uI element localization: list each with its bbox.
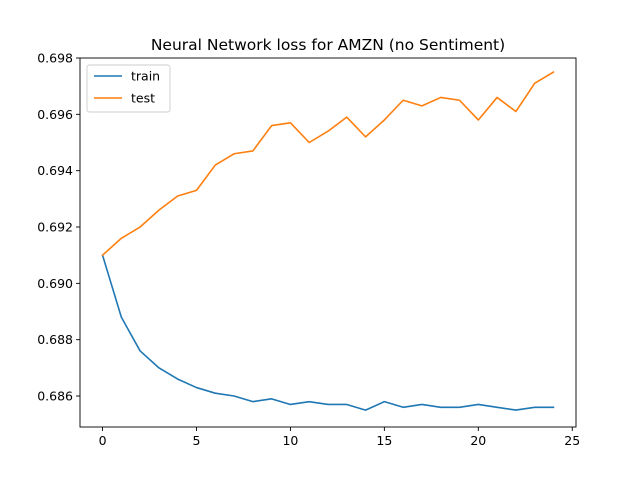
y-tick-label: 0.692	[37, 220, 73, 235]
legend-label-test: test	[131, 91, 155, 106]
y-tick-label: 0.694	[37, 163, 73, 178]
x-tick-label: 25	[564, 433, 580, 448]
series-layer	[101, 70, 555, 411]
x-tick-label: 10	[282, 433, 298, 448]
x-tick-label: 20	[470, 433, 486, 448]
y-tick-label: 0.698	[37, 51, 73, 66]
y-tick-label: 0.688	[37, 332, 73, 347]
legend-label-train: train	[131, 69, 160, 84]
y-tick-label: 0.686	[37, 389, 73, 404]
plot-area: 0 5 10 15 20 25 0.686 0.688 0.690 0.692 0.694 0.696…	[37, 51, 580, 449]
axes-layer: 0 5 10 15 20 25 0.686 0.688 0.690 0.692 0.694 0.696…	[37, 51, 580, 449]
x-tick-label: 15	[376, 433, 392, 448]
series-line-test	[101, 70, 555, 257]
y-tick-label: 0.690	[37, 276, 73, 291]
x-tick-label: 5	[193, 433, 201, 448]
y-tick-label: 0.696	[37, 107, 73, 122]
x-tick-label: 0	[99, 433, 107, 448]
axes-frame	[79, 57, 577, 428]
series-line-train	[101, 254, 555, 411]
legend: train test	[86, 64, 171, 113]
chart-title: Neural Network loss for AMZN (no Sentime…	[151, 36, 505, 54]
